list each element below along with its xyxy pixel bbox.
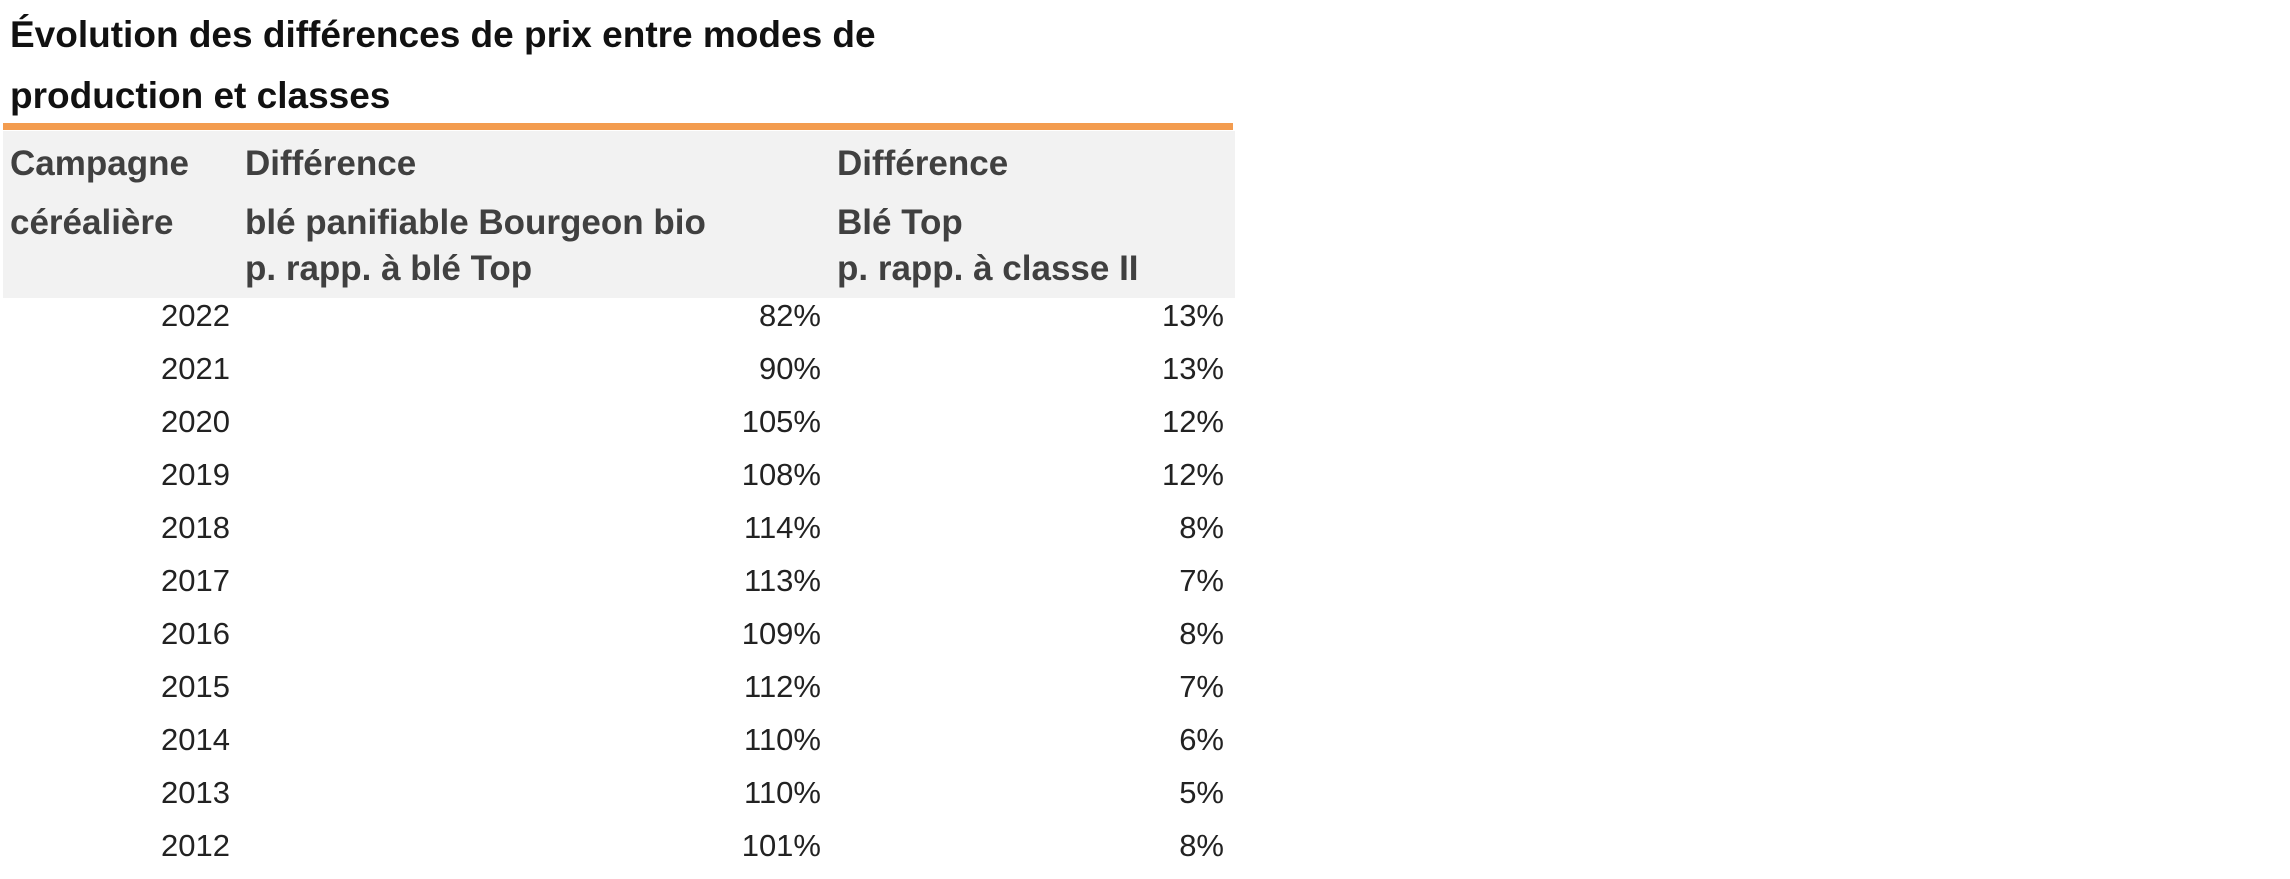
- column-header: Différence: [245, 144, 417, 183]
- column-header: p. rapp. à classe II: [837, 249, 1139, 288]
- table-cell: 90%: [758, 351, 821, 386]
- table-cell: 12%: [1161, 404, 1224, 439]
- table-cell: 110%: [744, 775, 821, 810]
- table-cell: 110%: [744, 722, 821, 757]
- table-cell: 13%: [1161, 298, 1224, 333]
- table-cell: 82%: [758, 298, 821, 333]
- table-cell: 8%: [1179, 616, 1224, 651]
- table-cell: 7%: [1179, 669, 1224, 704]
- table-cell: 2012: [161, 828, 230, 863]
- title-rule: [3, 123, 1233, 130]
- table-cell: 12%: [1161, 457, 1224, 492]
- table-cell: 5%: [1179, 775, 1224, 810]
- title-line: Évolution des différences de prix entre …: [10, 14, 876, 55]
- table-cell: 113%: [744, 563, 821, 598]
- column-header: Blé Top: [837, 203, 963, 242]
- table-cell: 13%: [1161, 351, 1224, 386]
- column-header: céréalière: [10, 203, 174, 242]
- title-line: production et classes: [10, 75, 391, 116]
- table-cell: 2016: [161, 616, 230, 651]
- column-header: Différence: [837, 144, 1009, 183]
- table-cell: 108%: [741, 457, 821, 492]
- column-header: Campagne: [10, 144, 189, 183]
- column-header: blé panifiable Bourgeon bio: [245, 203, 706, 242]
- table-cell: 2020: [161, 404, 230, 439]
- table-cell: 6%: [1179, 722, 1224, 757]
- table-cell: 109%: [741, 616, 821, 651]
- table-cell: 101%: [741, 828, 821, 863]
- table-cell: 8%: [1179, 510, 1224, 545]
- table-cell: 8%: [1179, 828, 1224, 863]
- table-cell: 2017: [161, 563, 230, 598]
- table-cell: 105%: [741, 404, 821, 439]
- header-background: [3, 131, 1235, 298]
- table-cell: 114%: [744, 510, 821, 545]
- table-cell: 112%: [744, 669, 821, 704]
- table-cell: 2018: [161, 510, 230, 545]
- table-cell: 2014: [161, 722, 230, 757]
- column-header: p. rapp. à blé Top: [245, 249, 533, 288]
- table-cell: 2021: [161, 351, 230, 386]
- table-cell: 2019: [161, 457, 230, 492]
- table-cell: 7%: [1179, 563, 1224, 598]
- table-cell: 2015: [161, 669, 230, 704]
- table-cell: 2013: [161, 775, 230, 810]
- table-cell: 2022: [161, 298, 230, 333]
